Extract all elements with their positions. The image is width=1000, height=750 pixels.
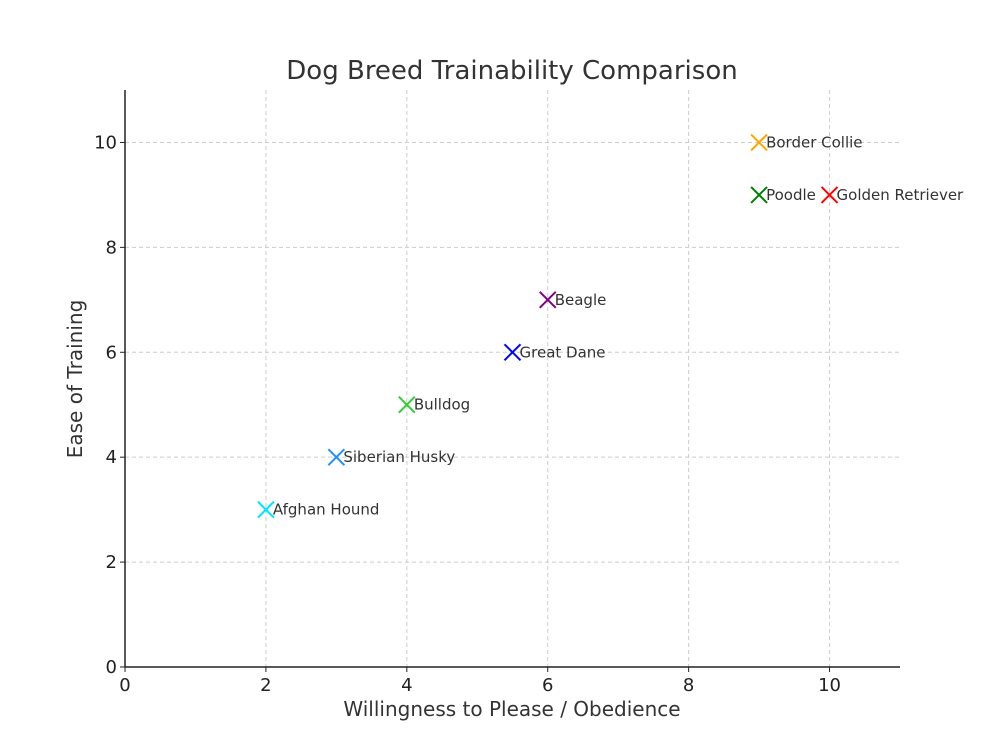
point-marker <box>503 343 522 361</box>
point-label: Beagle <box>555 291 607 309</box>
y-tick-label: 8 <box>106 237 117 258</box>
x-tick-label: 8 <box>683 675 694 696</box>
y-tick-label: 0 <box>106 657 117 678</box>
x-tick-label: 0 <box>119 675 130 696</box>
point-marker <box>750 133 768 152</box>
x-tick-label: 4 <box>401 675 412 696</box>
point-label: Siberian Husky <box>343 448 455 466</box>
point-label: Border Collie <box>766 133 862 151</box>
data-point: Bulldog <box>398 396 470 414</box>
data-point: Border Collie <box>750 133 863 152</box>
point-marker <box>257 500 275 519</box>
point-label: Afghan Hound <box>273 501 380 519</box>
point-label: Bulldog <box>414 396 470 414</box>
y-tick-label: 10 <box>94 132 117 153</box>
y-axis-label: Ease of Training <box>63 300 87 459</box>
point-label: Great Dane <box>520 343 606 361</box>
point-label: Poodle <box>766 186 816 204</box>
data-point: Poodle <box>750 186 816 204</box>
ticks-layer: 0 2 4 6 8 10 0 2 4 6 8 10 <box>94 132 841 696</box>
x-axis-label: Willingness to Please / Obedience <box>343 697 680 721</box>
chart-title: Dog Breed Trainability Comparison <box>286 56 737 86</box>
point-label: Golden Retriever <box>837 186 965 204</box>
data-point: Golden Retriever <box>820 186 965 204</box>
data-point: Siberian Husky <box>327 448 455 466</box>
axes-layer <box>124 90 900 668</box>
data-point: Great Dane <box>503 343 606 361</box>
x-tick-label: 2 <box>260 675 271 696</box>
grid-layer <box>125 90 900 667</box>
point-marker <box>539 291 557 309</box>
y-tick-label: 6 <box>106 342 117 363</box>
data-point: Beagle <box>539 291 607 309</box>
point-marker <box>750 186 768 204</box>
x-tick-label: 6 <box>542 675 553 696</box>
point-marker <box>327 448 346 466</box>
y-tick-label: 4 <box>106 447 117 468</box>
points-layer: Border Collie Poodle Golden Retriever Beagl… <box>257 133 965 519</box>
x-tick-label: 10 <box>818 675 841 696</box>
point-marker <box>820 186 839 204</box>
y-tick-label: 2 <box>106 552 117 573</box>
data-point: Afghan Hound <box>257 500 380 519</box>
point-marker <box>398 396 416 414</box>
